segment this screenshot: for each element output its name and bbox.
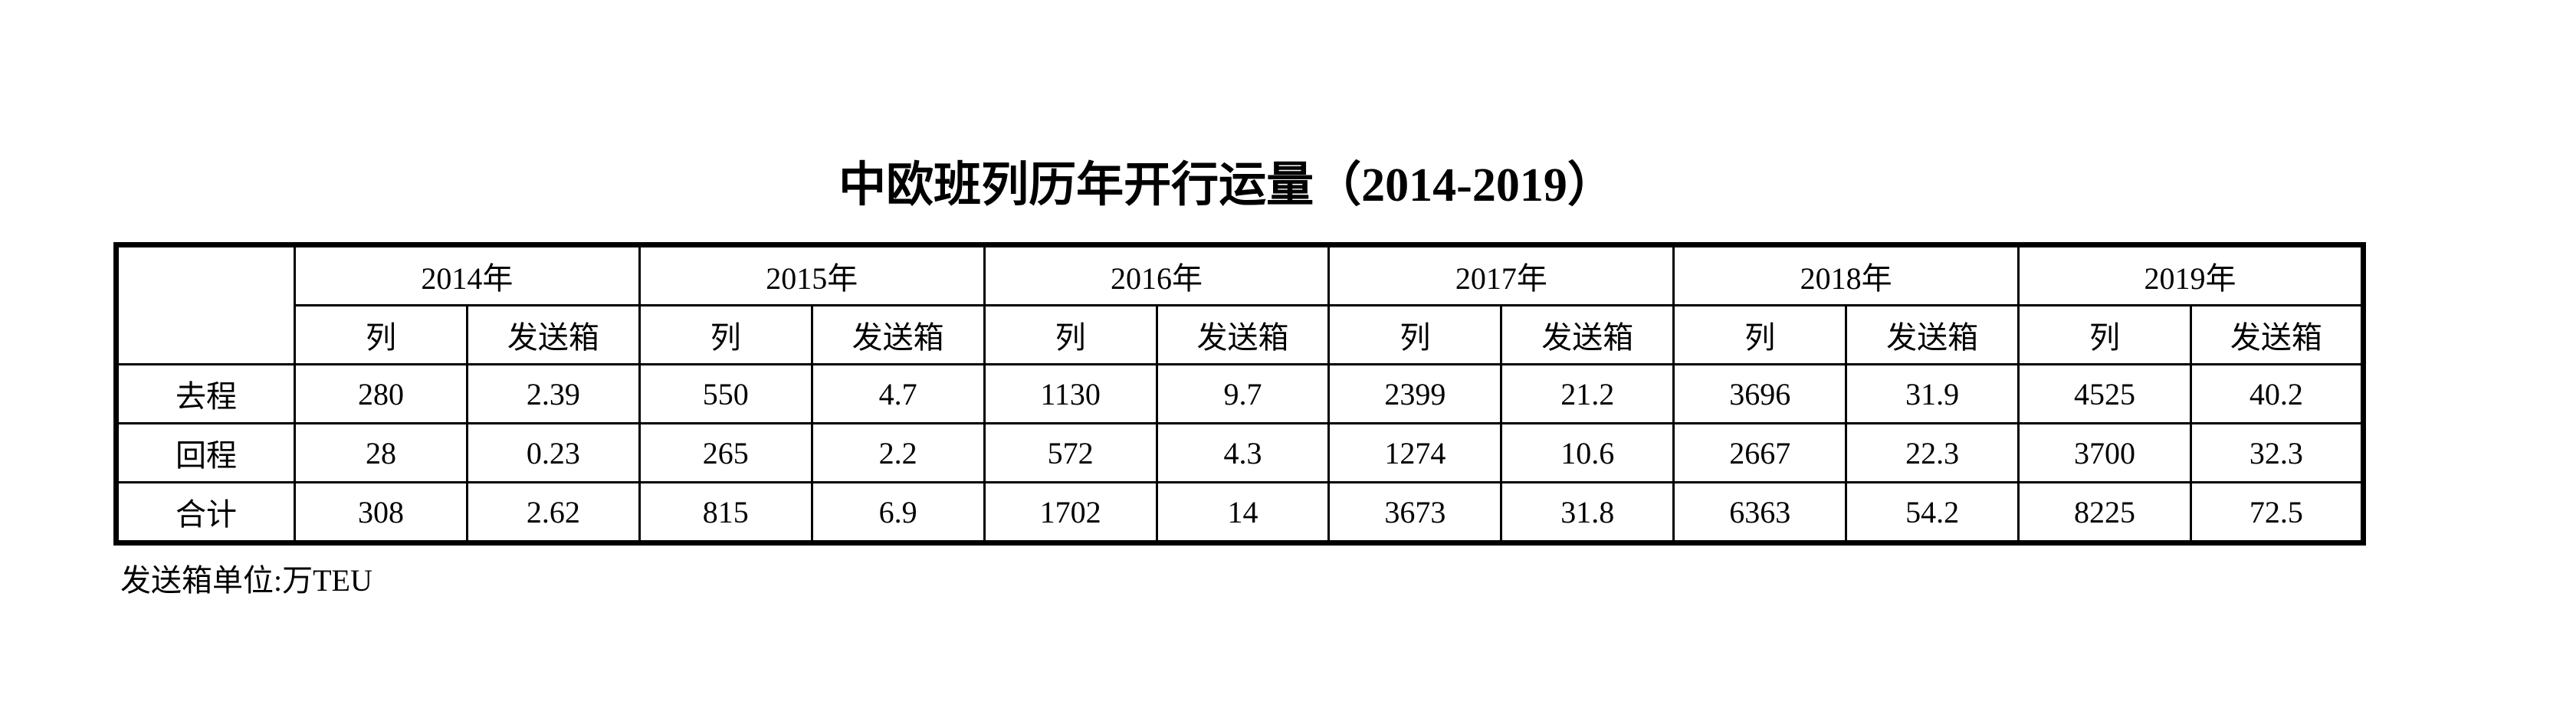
column-header: 列 (983, 304, 1158, 365)
cell: 4.7 (810, 363, 986, 424)
cell: 3700 (2017, 422, 2192, 483)
cell: 6.9 (810, 481, 986, 544)
year-header: 2016年 (983, 244, 1331, 306)
column-header: 列 (1672, 304, 1848, 365)
column-header: 发送箱 (1500, 304, 1675, 365)
cell: 72.5 (2189, 481, 2364, 544)
cell: 9.7 (1155, 363, 1331, 424)
column-header: 发送箱 (2189, 304, 2364, 365)
cell: 31.8 (1500, 481, 1675, 544)
cell: 265 (638, 422, 813, 483)
cell: 308 (294, 481, 468, 544)
data-row: 去程 280 2.39 550 4.7 1130 9.7 2399 21.2 3696 31.9 45… (115, 363, 2364, 424)
year-header: 2018年 (1672, 244, 2020, 306)
cell: 2.62 (465, 481, 641, 544)
cell: 572 (983, 422, 1158, 483)
cell: 2399 (1327, 363, 1503, 424)
year-header: 2017年 (1327, 244, 1675, 306)
cell: 21.2 (1500, 363, 1675, 424)
column-header: 列 (638, 304, 813, 365)
column-header: 发送箱 (1845, 304, 2020, 365)
cell: 3673 (1327, 481, 1503, 544)
cell: 6363 (1672, 481, 1848, 544)
header-row: 2014年 2015年 2016年 2017年 2018年 2019年 (115, 244, 2364, 365)
unit-note: 发送箱单位:万TEU (120, 563, 372, 598)
cell: 8225 (2017, 481, 2192, 544)
cell: 32.3 (2189, 422, 2364, 483)
cell: 280 (294, 363, 468, 424)
cell: 2667 (1672, 422, 1848, 483)
cell: 2.2 (810, 422, 986, 483)
year-header: 2014年 (294, 244, 641, 306)
data-table: 2014年 2015年 2016年 2017年 2018年 2019年列发送箱列发送箱列发… (113, 242, 2366, 546)
cell: 1130 (983, 363, 1158, 424)
column-header: 发送箱 (465, 304, 641, 365)
cell: 31.9 (1845, 363, 2020, 424)
column-header: 发送箱 (1155, 304, 1331, 365)
column-header: 发送箱 (810, 304, 986, 365)
year-header: 2019年 (2017, 244, 2364, 306)
cell: 0.23 (465, 422, 641, 483)
cell: 54.2 (1845, 481, 2020, 544)
year-header: 2015年 (638, 244, 986, 306)
cell: 550 (638, 363, 813, 424)
cell: 2.39 (465, 363, 641, 424)
cell: 4.3 (1155, 422, 1331, 483)
row-label: 合计 (115, 481, 296, 544)
cell: 4525 (2017, 363, 2192, 424)
header-row: 列发送箱列发送箱列发送箱列发送箱列发送箱列发送箱 (116, 304, 2364, 365)
corner-cell (115, 244, 296, 365)
data-row: 合计 308 2.62 815 6.9 1702 14 3673 31.8 6363 54.2 822… (115, 481, 2364, 544)
cell: 815 (638, 481, 813, 544)
column-header: 列 (2017, 304, 2192, 365)
column-header: 列 (1327, 304, 1503, 365)
cell: 1274 (1327, 422, 1503, 483)
data-row: 回程 28 0.23 265 2.2 572 4.3 1274 10.6 2667 22.3 3700… (115, 422, 2364, 483)
cell: 22.3 (1845, 422, 2020, 483)
cell: 28 (294, 422, 468, 483)
table-title: 中欧班列历年开行运量（2014-2019） (838, 159, 1615, 211)
cell: 1702 (983, 481, 1158, 544)
cell: 14 (1155, 481, 1331, 544)
row-label: 去程 (115, 363, 296, 424)
column-header: 列 (294, 304, 468, 365)
cell: 10.6 (1500, 422, 1675, 483)
cell: 40.2 (2189, 363, 2364, 424)
row-label: 回程 (115, 422, 296, 483)
cell: 3696 (1672, 363, 1848, 424)
